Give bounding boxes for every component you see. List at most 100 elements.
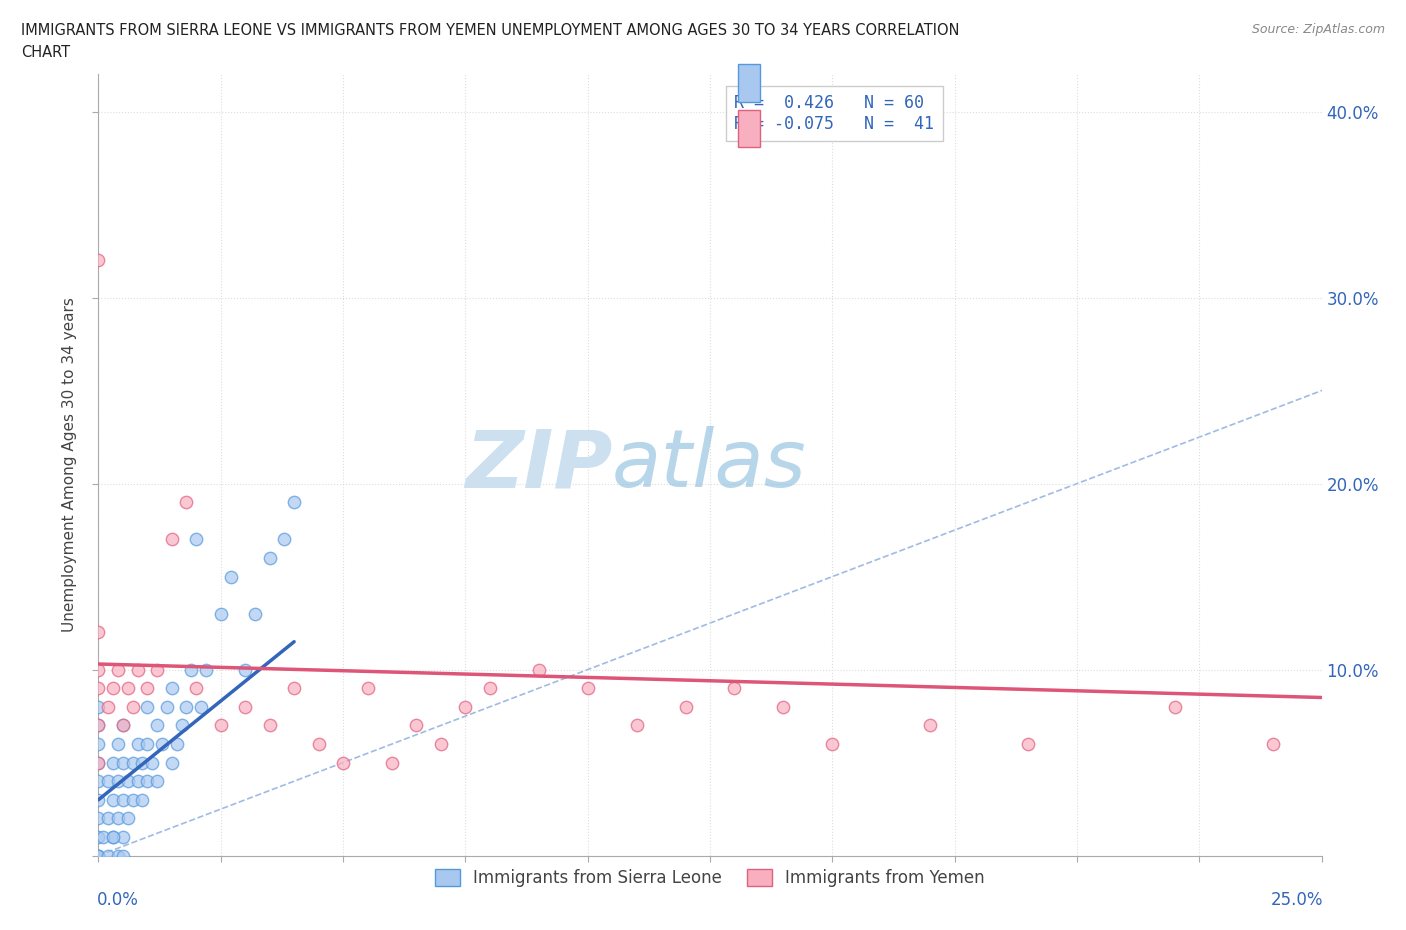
Point (136, 737, 159, 751)
Point (117, 811, 139, 826)
Point (107, 737, 129, 751)
Point (821, 737, 844, 751)
Point (91, 830, 114, 844)
Point (97, 774, 120, 789)
Point (107, 811, 129, 826)
Point (478, 681, 501, 696)
Point (131, 755, 153, 770)
Point (166, 737, 188, 751)
Point (243, 606, 266, 621)
Point (87, 848, 110, 863)
Point (136, 699, 159, 714)
Y-axis label: Unemployment Among Ages 30 to 34 years: Unemployment Among Ages 30 to 34 years (62, 298, 77, 632)
Point (127, 662, 149, 677)
Point (233, 662, 256, 677)
Point (259, 718, 281, 733)
Point (111, 718, 134, 733)
Point (87, 755, 110, 770)
Point (87, 830, 110, 844)
Text: 0.0%: 0.0% (97, 891, 139, 909)
Point (121, 792, 143, 807)
Point (87, 625, 110, 640)
Point (1164, 699, 1187, 714)
Point (87, 718, 110, 733)
Point (121, 699, 143, 714)
Text: IMMIGRANTS FROM SIERRA LEONE VS IMMIGRANTS FROM YEMEN UNEMPLOYMENT AMONG AGES 30: IMMIGRANTS FROM SIERRA LEONE VS IMMIGRAN… (21, 23, 959, 38)
Point (111, 792, 134, 807)
Point (146, 774, 169, 789)
Point (87, 681, 110, 696)
Text: CHART: CHART (21, 45, 70, 60)
Point (209, 606, 232, 621)
Legend: Immigrants from Sierra Leone, Immigrants from Yemen: Immigrants from Sierra Leone, Immigrants… (429, 863, 991, 894)
Point (111, 755, 134, 770)
Point (308, 737, 330, 751)
Point (101, 681, 124, 696)
Point (381, 755, 404, 770)
Point (127, 737, 149, 751)
Point (87, 755, 110, 770)
Point (87, 792, 110, 807)
Point (97, 811, 120, 826)
Point (675, 699, 697, 714)
Point (219, 569, 242, 584)
Point (170, 718, 193, 733)
Point (87, 699, 110, 714)
Point (101, 830, 124, 844)
Point (87, 774, 110, 789)
Point (454, 699, 477, 714)
Bar (738, 110, 761, 147)
Point (136, 681, 159, 696)
Point (146, 718, 169, 733)
Point (176, 495, 198, 510)
Point (920, 718, 942, 733)
Point (117, 681, 139, 696)
Point (87, 848, 110, 863)
Point (273, 532, 295, 547)
Point (111, 718, 134, 733)
Point (97, 699, 120, 714)
Point (160, 681, 183, 696)
Point (107, 848, 129, 863)
Point (332, 755, 354, 770)
Point (107, 774, 129, 789)
Point (186, 532, 208, 547)
Point (527, 662, 550, 677)
Point (146, 662, 169, 677)
Point (186, 681, 208, 696)
Point (87, 718, 110, 733)
Point (87, 848, 110, 863)
Bar (738, 64, 761, 101)
Point (141, 755, 163, 770)
Text: R =  0.426   N = 60
R = -0.075   N =  41: R = 0.426 N = 60 R = -0.075 N = 41 (734, 94, 935, 133)
Point (1017, 737, 1039, 751)
Text: 25.0%: 25.0% (1271, 891, 1323, 909)
Point (87, 253, 110, 268)
Text: atlas: atlas (612, 426, 807, 504)
Point (101, 830, 124, 844)
Point (259, 551, 281, 565)
Point (127, 774, 149, 789)
Point (576, 681, 599, 696)
Point (180, 662, 202, 677)
Point (156, 699, 179, 714)
Point (233, 699, 256, 714)
Text: Source: ZipAtlas.com: Source: ZipAtlas.com (1251, 23, 1385, 36)
Point (772, 699, 794, 714)
Point (101, 792, 124, 807)
Point (626, 718, 648, 733)
Point (209, 718, 232, 733)
Point (97, 848, 120, 863)
Point (87, 662, 110, 677)
Point (131, 792, 153, 807)
Point (176, 699, 198, 714)
Point (87, 737, 110, 751)
Point (1261, 737, 1284, 751)
Point (121, 755, 143, 770)
Point (190, 699, 212, 714)
Point (101, 755, 124, 770)
Point (136, 774, 159, 789)
Point (117, 774, 139, 789)
Point (111, 830, 134, 844)
Point (356, 681, 378, 696)
